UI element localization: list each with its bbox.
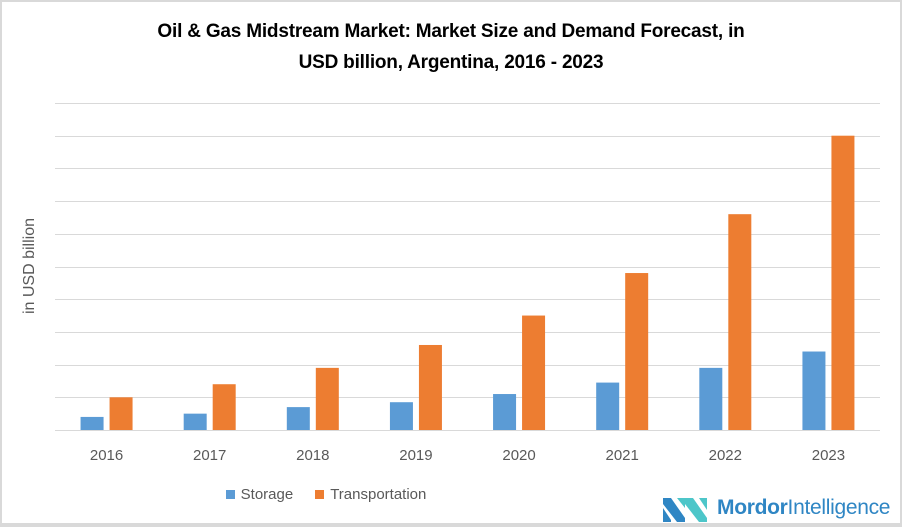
chart-title-line-2: USD billion, Argentina, 2016 - 2023 [298, 52, 604, 73]
chart-title-line-1: Oil & Gas Midstream Market: Market Size … [157, 21, 745, 42]
x-tick-label: 2016 [90, 447, 123, 464]
bar-transportation-2022 [728, 214, 752, 430]
x-tick-label: 2021 [606, 447, 639, 464]
bar-transportation-2020 [522, 315, 546, 430]
legend-swatch-transportation [315, 490, 325, 499]
bar-storage-2018 [286, 407, 310, 430]
bar-storage-2020 [493, 394, 517, 430]
bar-storage-2022 [699, 367, 723, 430]
bar-transportation-2021 [625, 273, 649, 430]
bar-storage-2023 [802, 351, 826, 430]
x-tick-label: 2023 [812, 447, 845, 464]
legend-item-storage: Storage [225, 486, 294, 503]
bars [80, 135, 855, 430]
legend-item-transportation: Transportation [315, 486, 426, 503]
bar-transportation-2018 [315, 367, 339, 430]
x-tick-labels: 2016 2017 2018 2019 2020 2021 2022 2023 [90, 447, 845, 464]
legend-swatch-storage [225, 490, 235, 499]
x-tick-label: 2017 [193, 447, 226, 464]
x-tick-label: 2019 [399, 447, 432, 464]
x-tick-label: 2022 [709, 447, 742, 464]
legend: Storage Transportation [0, 486, 772, 503]
legend-label-transportation: Transportation [330, 486, 427, 503]
bar-storage-2016 [80, 416, 104, 430]
bar-transportation-2023 [831, 135, 855, 430]
x-tick-label: 2020 [502, 447, 535, 464]
logo-text: MordorIntelligence [717, 496, 890, 520]
bar-storage-2021 [596, 382, 620, 430]
bar-storage-2019 [389, 402, 413, 430]
legend-label-storage: Storage [240, 486, 294, 503]
bar-storage-2017 [183, 413, 207, 430]
x-tick-label: 2018 [296, 447, 329, 464]
logo-text-bold: Mordor [717, 496, 788, 519]
chart-title: Oil & Gas Midstream Market: Market Size … [0, 16, 902, 78]
logo-text-regular: Intelligence [787, 496, 891, 519]
bar-transportation-2016 [109, 397, 133, 430]
bar-transportation-2017 [212, 384, 236, 430]
bar-transportation-2019 [418, 344, 442, 430]
gridlines [55, 103, 880, 431]
mordor-intelligence-logo: MordorIntelligence [663, 494, 890, 522]
mordor-logo-icon [663, 498, 707, 522]
